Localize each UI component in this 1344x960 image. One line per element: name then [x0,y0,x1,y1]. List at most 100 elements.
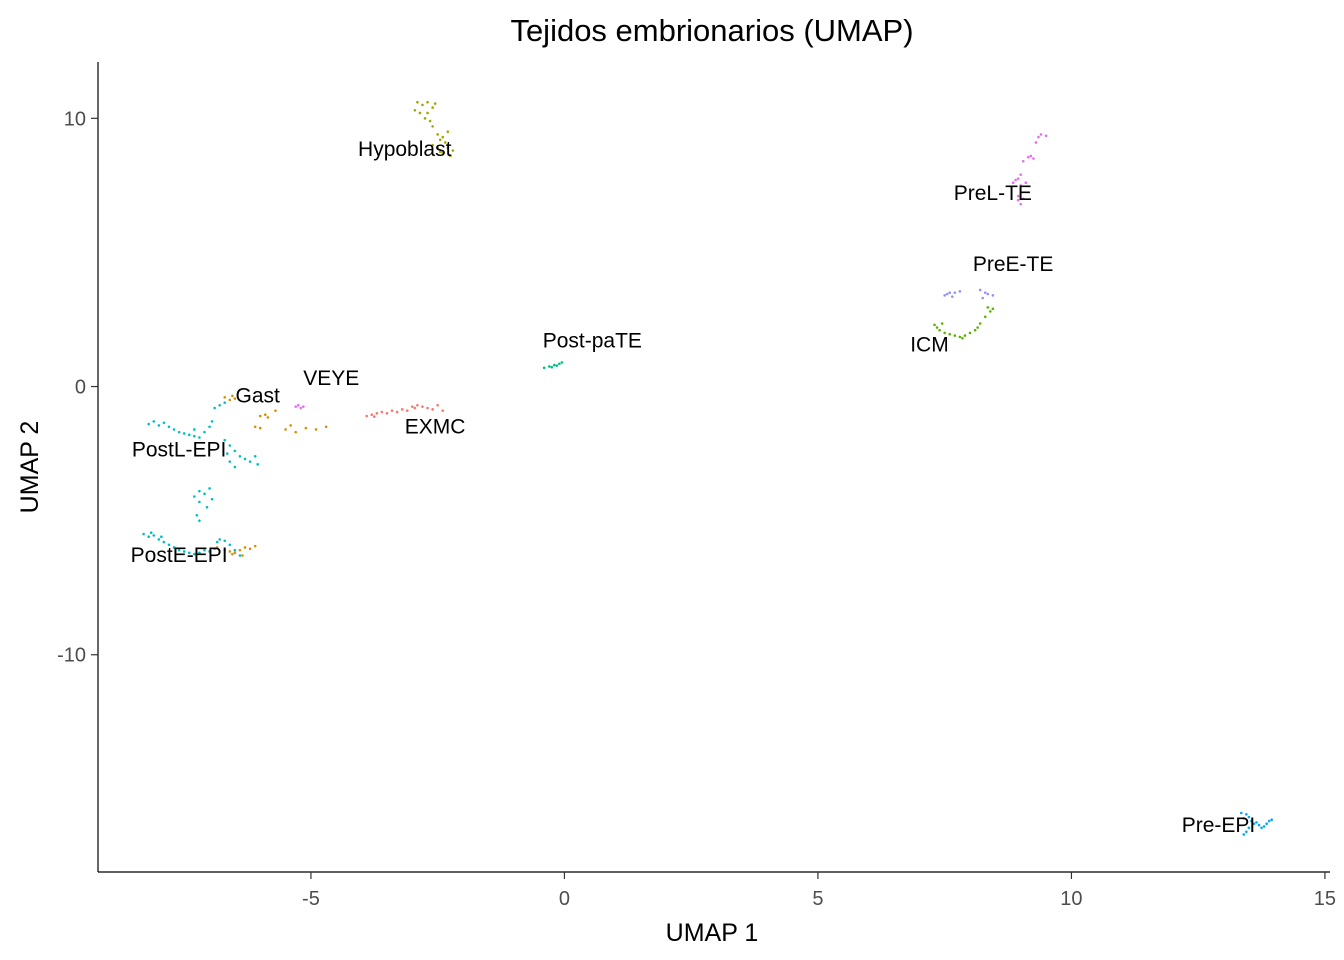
point-prel-te [1039,133,1043,136]
series-post-pate [542,361,564,370]
point-hypoblast [428,119,432,123]
point-postl-epi [210,420,214,423]
point-poste-epi [157,538,161,541]
point-gast [304,426,308,430]
point-icm [943,331,946,335]
cluster-label-prel-te: PreL-TE [954,182,1032,205]
point-poste-epi [218,538,221,541]
point-postl-epi [193,434,196,438]
point-poste-epi [233,548,237,552]
point-postl-epi [208,487,211,490]
point-hypoblast [446,146,450,150]
point-poste-epi [147,535,150,539]
point-pree-te [991,294,995,297]
point-postl-epi [210,497,214,501]
point-icm [989,310,992,313]
point-prel-te [1014,178,1017,182]
x-tick-label: 0 [559,888,570,910]
point-icm [983,315,987,319]
point-pree-te [948,291,952,294]
cluster-label-gast: Gast [236,385,281,408]
point-postl-epi [223,401,227,404]
series-icm [933,306,995,340]
point-pre-epi [1239,811,1243,815]
point-prel-te [1044,134,1048,138]
cluster-label-post-pate: Post-paTE [543,330,642,353]
point-postl-epi [195,513,199,517]
point-postl-epi [213,406,216,410]
point-post-pate [560,361,564,364]
point-prel-te [1016,177,1020,180]
point-poste-epi [223,539,227,543]
point-gast [223,395,227,399]
point-veye [294,405,298,408]
point-pre-epi [1245,830,1248,834]
point-postl-epi [177,430,181,434]
point-pre-epi [1270,818,1273,821]
point-gast [231,552,234,556]
point-postl-epi [205,505,209,509]
point-postl-epi [225,452,229,455]
point-poste-epi [162,540,166,544]
point-postl-epi [182,432,186,435]
point-pree-te [981,296,985,300]
point-prel-te [1034,141,1038,144]
point-postl-epi [198,489,201,493]
y-tick-label: 10 [64,108,86,130]
series-pre-epi [1239,811,1273,836]
x-tick-label: 5 [812,888,823,910]
point-poste-epi [198,551,201,555]
point-pree-te [978,288,982,292]
point-exmc [395,410,399,414]
point-prel-te [1016,198,1020,202]
point-icm [935,326,939,329]
point-exmc [380,410,384,414]
point-pree-te [986,292,990,296]
point-exmc [375,412,379,415]
point-pree-te [950,295,954,298]
point-exmc [373,415,376,418]
point-icm [991,307,995,311]
point-exmc [390,409,394,412]
point-hypoblast [418,111,422,115]
point-pre-epi [1247,826,1251,830]
point-postl-epi [198,500,201,504]
point-hypoblast [441,151,445,155]
point-poste-epi [177,548,181,552]
point-pre-epi [1260,826,1263,830]
point-pre-epi [1242,833,1246,836]
point-poste-epi [208,550,211,553]
point-exmc [413,406,417,410]
point-prel-te [1032,157,1035,160]
point-gast [253,425,257,429]
point-post-pate [555,364,559,367]
point-hypoblast [449,154,452,158]
point-poste-epi [193,552,196,556]
point-gast [215,546,219,549]
point-poste-epi [142,532,145,536]
point-gast [238,548,242,552]
point-hypoblast [436,133,439,136]
series-gast [215,394,328,557]
point-pre-epi [1255,821,1258,824]
point-prel-te [1016,194,1020,198]
point-poste-epi [160,535,163,539]
point-postl-epi [167,425,171,429]
point-prel-te [1019,202,1023,206]
point-prel-te [1019,173,1023,176]
point-gast [324,425,328,429]
point-poste-epi [172,546,176,549]
point-hypoblast [438,138,442,142]
point-pre-epi [1247,815,1251,819]
point-exmc [431,408,434,411]
series-postl-epi [147,401,260,522]
point-poste-epi [238,554,242,557]
point-prel-te [1021,197,1025,201]
cluster-labels-layer: Hypoblast PreL-TE PreE-TE ICM Post-paTE EXMC V… [131,138,1256,837]
point-poste-epi [187,551,191,555]
point-pre-epi [1245,813,1248,816]
point-gast [223,548,227,552]
point-postl-epi [198,519,201,522]
point-icm [968,331,972,335]
